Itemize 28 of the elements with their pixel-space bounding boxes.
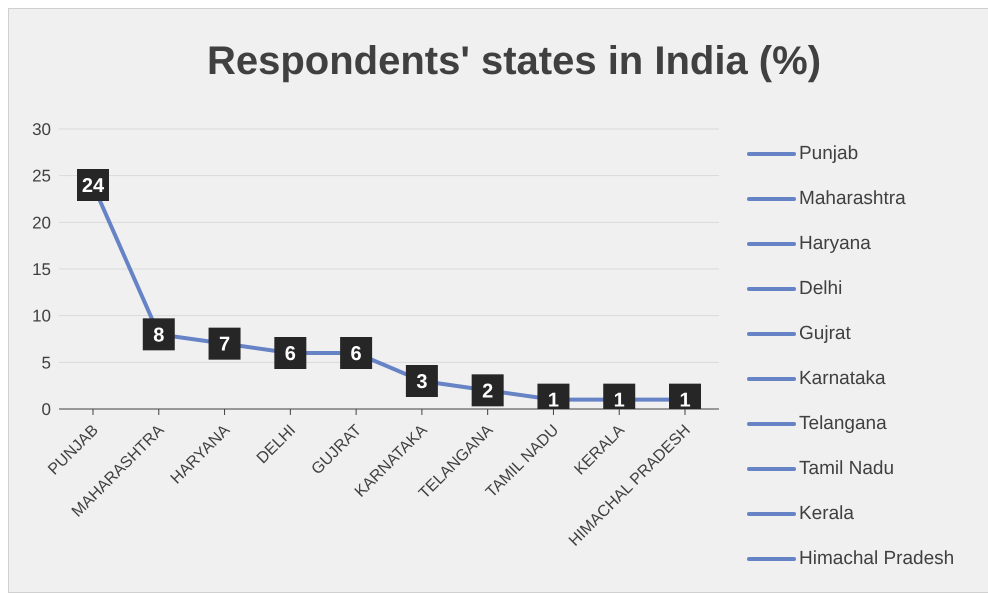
text: Himachal Pradesh xyxy=(799,548,954,570)
text: Kerala xyxy=(799,502,854,524)
y-tick-label: 0 xyxy=(42,400,51,420)
text: Delhi xyxy=(799,278,842,300)
data-label: 2 xyxy=(482,380,494,402)
text: Punjab xyxy=(799,142,858,164)
data-label: 8 xyxy=(153,324,164,346)
text: Karnataka xyxy=(799,368,886,390)
y-tick-label: 15 xyxy=(32,260,51,280)
data-label: 7 xyxy=(218,334,230,356)
text: Telangana xyxy=(799,412,887,434)
y-tick-label: 20 xyxy=(32,213,51,232)
text: Gujrat xyxy=(799,322,851,344)
data-label: 1 xyxy=(679,390,691,412)
data-label: 1 xyxy=(548,390,560,412)
text: Haryana xyxy=(799,232,871,254)
data-label: 1 xyxy=(614,390,625,412)
y-tick-label: 5 xyxy=(42,353,51,372)
text: Tamil Nadu xyxy=(799,458,894,480)
text: Maharashtra xyxy=(799,188,906,210)
data-label: 6 xyxy=(350,343,362,365)
data-label: 3 xyxy=(416,371,428,393)
data-label: 6 xyxy=(284,343,296,365)
data-label: 24 xyxy=(82,175,105,197)
y-tick-label: 10 xyxy=(32,306,51,326)
y-tick-label: 30 xyxy=(32,120,51,140)
y-tick-label: 25 xyxy=(32,166,51,186)
chart-title: Respondents' states in India (%) xyxy=(206,39,822,84)
